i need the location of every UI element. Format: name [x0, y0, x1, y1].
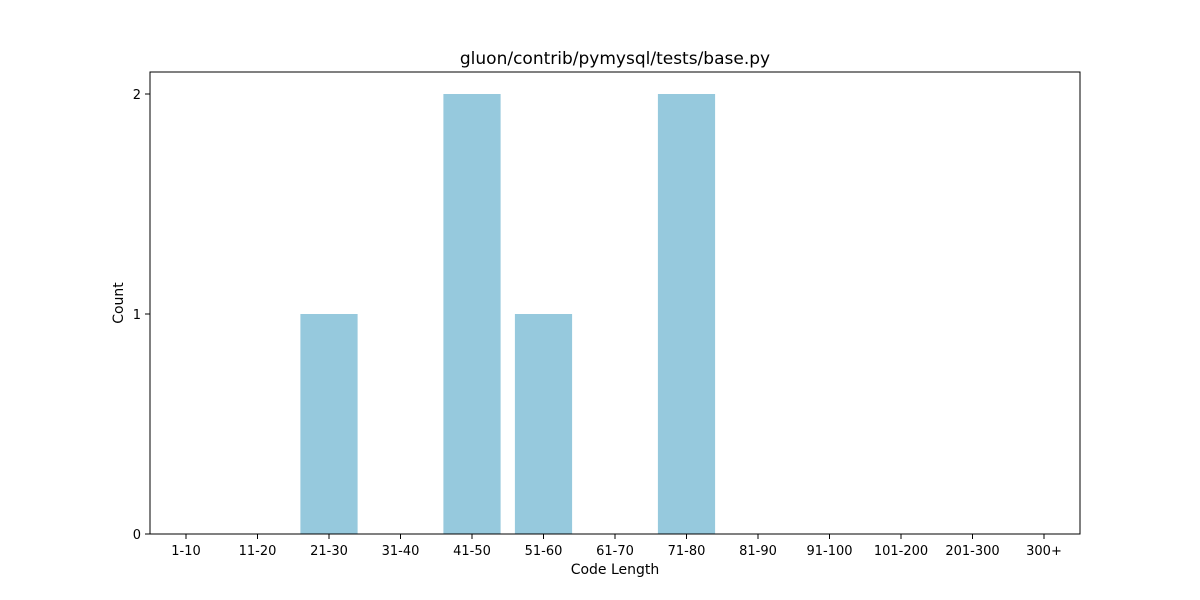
x-tick-label: 1-10	[171, 544, 201, 559]
x-tick-label: 51-60	[525, 544, 563, 559]
bar-41-50	[443, 94, 501, 534]
x-tick-label: 300+	[1026, 544, 1062, 559]
y-axis-label: Count	[111, 282, 127, 324]
y-tick-label: 0	[133, 528, 141, 543]
x-tick-label: 201-300	[945, 544, 999, 559]
y-tick-label: 1	[133, 308, 141, 323]
x-tick-label: 31-40	[382, 544, 420, 559]
plot-frame	[149, 71, 1081, 535]
bars	[300, 94, 716, 534]
bar-51-60	[514, 314, 573, 534]
x-tick-label: 101-200	[874, 544, 928, 559]
x-tick-label: 91-100	[806, 544, 852, 559]
x-tick-label: 21-30	[310, 544, 348, 559]
y-axis: 0 1 2	[133, 88, 150, 543]
x-tick-label: 61-70	[596, 544, 634, 559]
x-tick-label: 81-90	[739, 544, 777, 559]
x-tick-label: 71-80	[668, 544, 706, 559]
y-tick-label: 2	[133, 88, 141, 103]
x-tick-label: 11-20	[239, 544, 277, 559]
x-axis: 1-10 11-20 21-30 31-40 41-50 51-60 61-70 71-80 8…	[171, 534, 1062, 559]
x-axis-label: Code Length	[571, 562, 660, 578]
bar-21-30	[300, 314, 358, 534]
chart-title: gluon/contrib/pymysql/tests/base.py	[460, 49, 770, 69]
x-tick-label: 41-50	[453, 544, 491, 559]
bar-71-80	[657, 94, 716, 534]
